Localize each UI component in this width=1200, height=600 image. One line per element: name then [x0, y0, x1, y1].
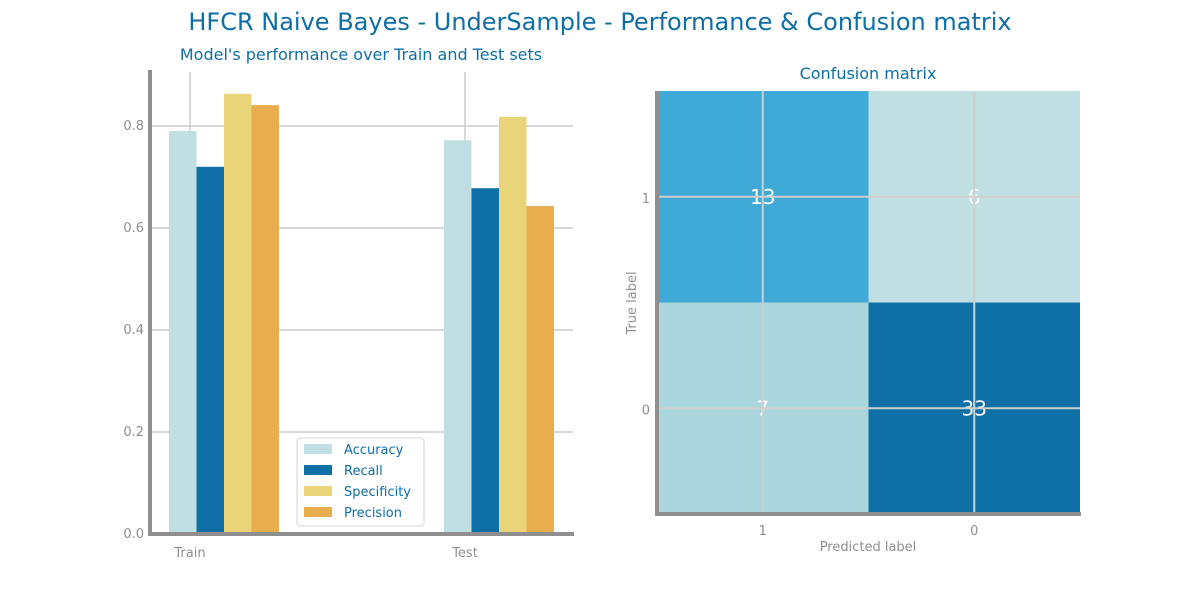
bar-specificity-train: [224, 93, 252, 535]
bar-specificity-test: [499, 116, 527, 534]
bar-recall-train: [196, 166, 224, 535]
bar-chart-legend: Accuracy Recall Specificity Precision: [296, 437, 425, 527]
confusion-matrix-xlabel: Predicted label: [820, 540, 917, 555]
legend-swatch-accuracy: [304, 444, 332, 454]
bar-ytick-label: 0.8: [123, 119, 144, 134]
performance-bar-chart: Model's performance over Train and Test …: [123, 45, 574, 561]
bar-chart-axes: 0.0 0.2 0.4 0.6 0.8 Train Test: [123, 70, 574, 561]
confusion-matrix-axes: 1 0 1 0: [642, 91, 1081, 539]
legend-label-recall: Recall: [344, 464, 383, 479]
confusion-matrix-title: Confusion matrix: [800, 64, 937, 83]
bar-ytick-label: 0.6: [123, 221, 144, 236]
legend-swatch-specificity: [304, 486, 332, 496]
bar-chart-bars: [169, 93, 554, 535]
bar-accuracy-train: [169, 131, 197, 534]
legend-box: [296, 437, 425, 527]
bar-precision-test: [526, 206, 554, 534]
legend-swatch-recall: [304, 465, 332, 475]
cm-xtick-label: 0: [970, 524, 978, 539]
bar-recall-test: [471, 188, 499, 534]
bar-xtick-label: Train: [173, 546, 205, 561]
cm-xtick-label: 1: [759, 524, 767, 539]
confusion-matrix-cells: 136733: [657, 91, 1080, 514]
confusion-matrix-chart: Confusion matrix 136733 1 0 1 0 Predicted l…: [625, 64, 1081, 555]
bar-chart-title: Model's performance over Train and Test …: [180, 45, 542, 64]
bar-ytick-label: 0.2: [123, 425, 144, 440]
legend-label-precision: Precision: [344, 506, 402, 521]
figure-title: HFCR Naive Bayes - UnderSample - Perform…: [188, 8, 1011, 36]
confusion-matrix-ylabel: True label: [625, 271, 640, 335]
bar-ytick-label: 0.4: [123, 323, 144, 338]
legend-label-accuracy: Accuracy: [344, 443, 404, 458]
cm-ytick-label: 0: [642, 403, 650, 418]
cm-ytick-label: 1: [642, 192, 650, 207]
legend-swatch-precision: [304, 507, 332, 517]
legend-label-specificity: Specificity: [344, 485, 411, 500]
bar-precision-train: [251, 105, 279, 534]
bar-ytick-label: 0.0: [123, 527, 144, 542]
bar-accuracy-test: [444, 140, 472, 534]
bar-xtick-label: Test: [451, 546, 478, 561]
